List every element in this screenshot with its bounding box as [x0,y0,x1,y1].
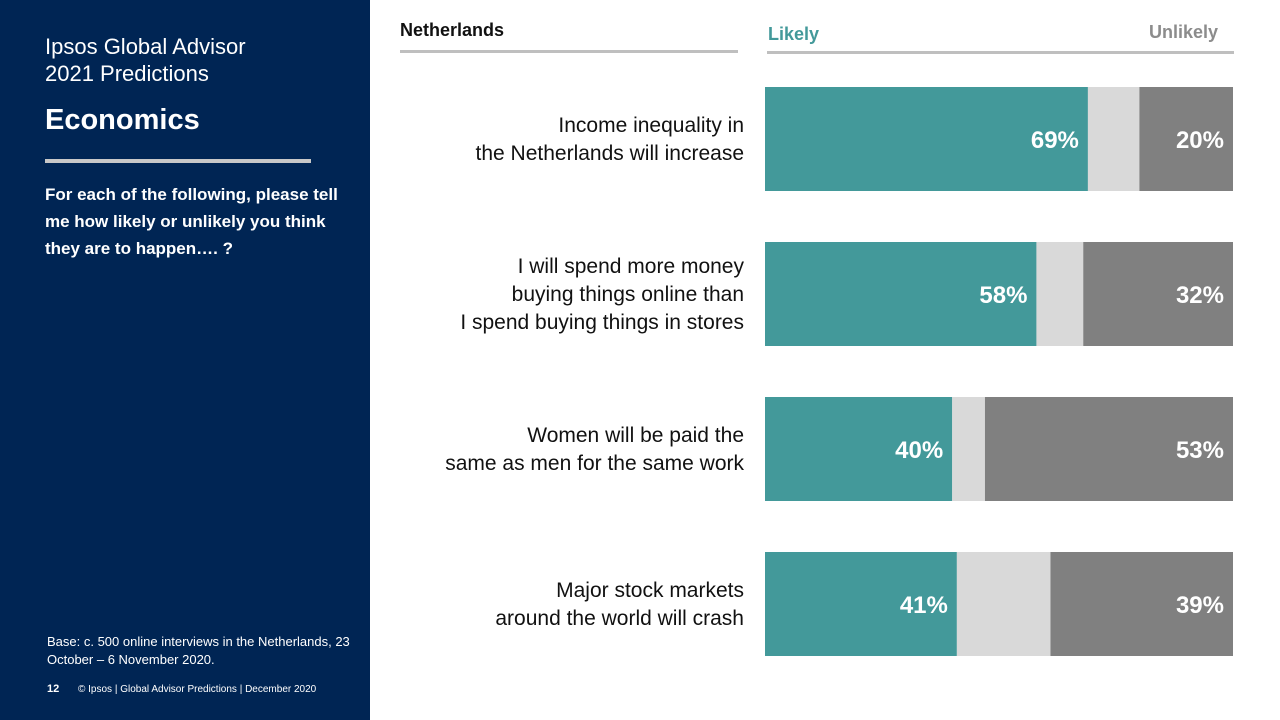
bar-unlikely [1050,552,1233,656]
title-underline [400,50,738,53]
footer-copyright: © Ipsos | Global Advisor Predictions | D… [78,684,317,695]
row-label-line: the Netherlands will increase [475,142,744,165]
value-label-unlikely: 53% [1176,437,1224,464]
row-label-line: around the world will crash [495,607,744,630]
row-label-line: I will spend more money [517,255,744,278]
legend-unlikely: Unlikely [1148,22,1218,42]
legend-underline [767,51,1234,54]
bar-neither [956,552,1051,656]
value-label-unlikely: 32% [1176,282,1224,309]
row-label: Women will be paid the same as men for th… [380,422,744,478]
value-label-likely: 40% [895,437,943,464]
bar-unlikely [1083,242,1233,346]
bar-likely [765,242,1037,346]
section-title: Economics [45,104,200,136]
row-label-line: buying things online than [511,283,744,306]
row-label-line: Major stock markets [556,579,744,602]
value-label-likely: 41% [900,592,948,619]
bar-neither [1087,87,1140,191]
value-label-likely: 69% [1031,127,1079,154]
sidebar: Ipsos Global Advisor 2021 Predictions Ec… [0,0,370,720]
value-label-unlikely: 39% [1176,592,1224,619]
bar-likely [765,87,1088,191]
survey-question: For each of the following, please tell m… [45,185,338,258]
bar-unlikely [1139,87,1233,191]
row-label-line: Women will be paid the [527,424,744,447]
value-label-likely: 58% [979,282,1027,309]
bar-neither [1036,242,1084,346]
row-label-line: same as men for the same work [445,452,744,475]
row-label-line: I spend buying things in stores [460,311,744,334]
bar-likely [765,552,957,656]
base-note: Base: c. 500 online interviews in the Ne… [47,634,350,667]
value-label-unlikely: 20% [1176,127,1224,154]
row-label: Income inequality in the Netherlands will… [380,112,744,168]
page-number: 12 [47,683,60,695]
title-divider [45,159,311,163]
app-title-line2: 2021 Predictions [45,61,209,86]
bar-neither [952,397,985,501]
chart-title: Netherlands [400,20,505,40]
row-label: I will spend more money buying things onl… [380,253,744,337]
bar-likely [765,397,953,501]
legend-likely: Likely [768,24,820,44]
app-title: Ipsos Global Advisor 2021 Predictions [45,33,246,87]
bar-unlikely [984,397,1233,501]
row-label: Major stock markets around the world will… [380,577,744,633]
app-title-line1: Ipsos Global Advisor [45,34,246,59]
row-label-line: Income inequality in [558,114,744,137]
